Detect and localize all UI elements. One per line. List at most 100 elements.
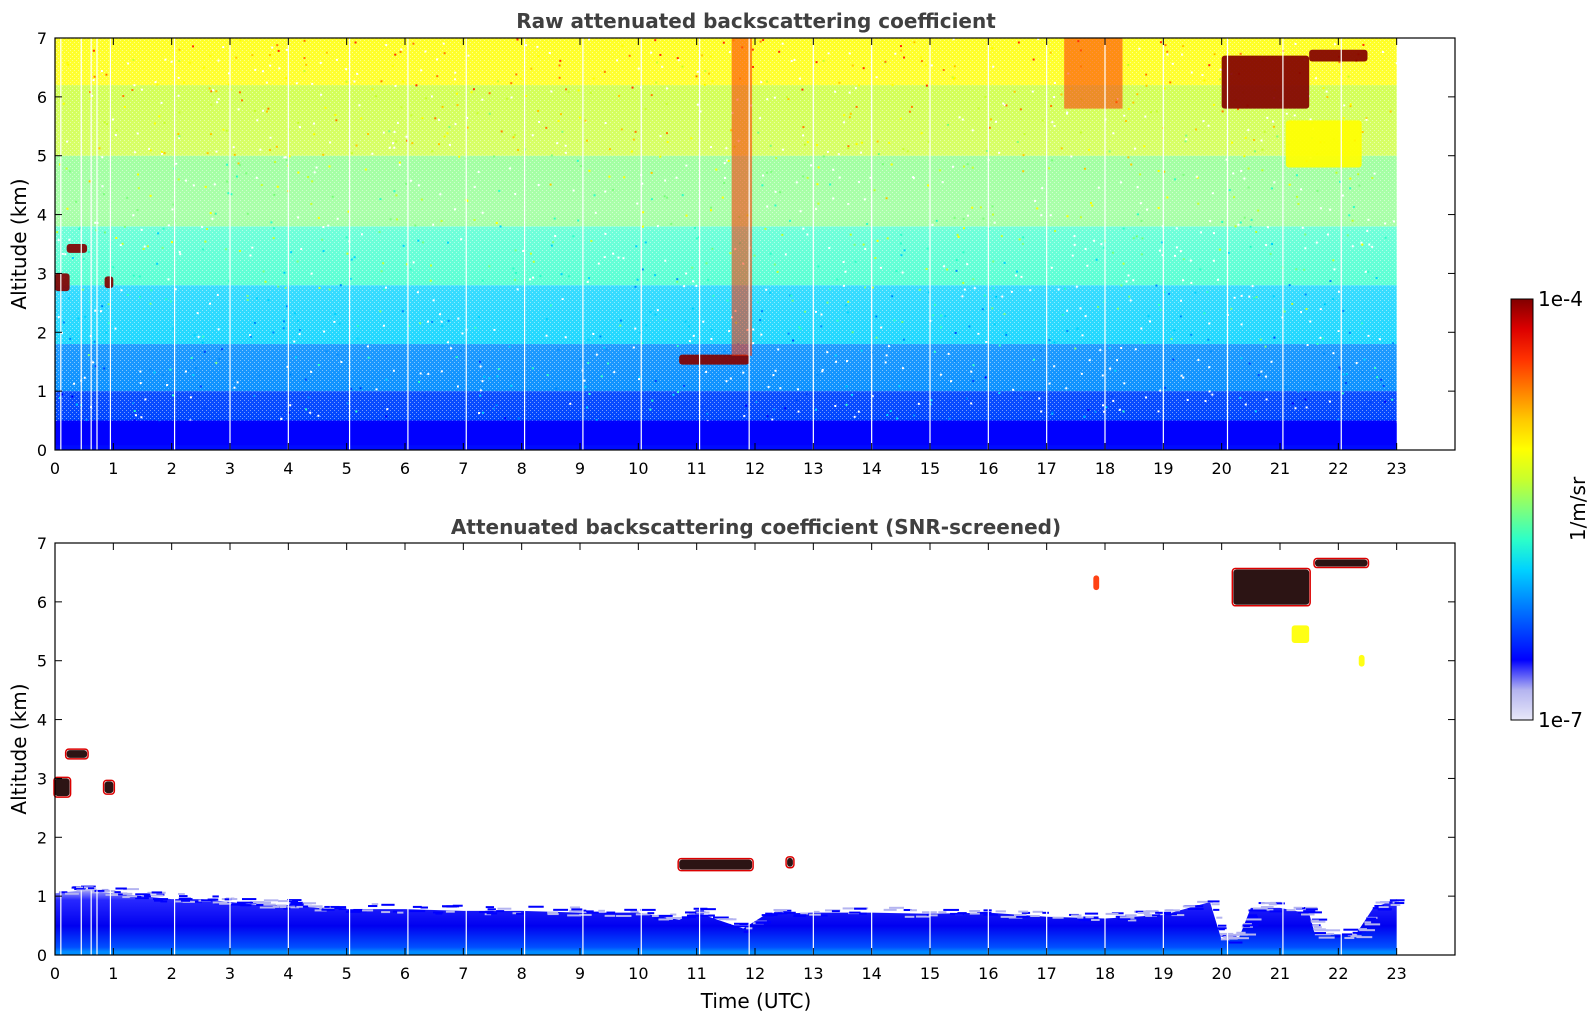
speckle [822, 59, 825, 62]
speckle [1048, 167, 1051, 170]
speckle [1305, 406, 1308, 409]
speckle [1000, 235, 1003, 238]
speckle [1129, 299, 1132, 302]
speckle [572, 189, 575, 192]
speckle [765, 288, 768, 291]
fleck [487, 908, 496, 911]
speckle [650, 198, 653, 201]
fleck [889, 906, 904, 909]
speckle [405, 263, 408, 266]
speckle [656, 309, 659, 312]
speckle [1369, 401, 1372, 404]
speckle [993, 221, 996, 224]
speckle [1182, 376, 1185, 379]
speckle [102, 193, 105, 196]
x-tick-label: 2 [167, 964, 177, 983]
fleck [74, 888, 86, 891]
speckle [1228, 189, 1231, 192]
speckle [956, 233, 959, 236]
speckle [955, 269, 958, 272]
speckle [514, 134, 517, 137]
speckle [275, 145, 278, 148]
speckle [588, 392, 591, 395]
speckle [115, 129, 118, 132]
speckle [289, 404, 292, 407]
speckle [349, 277, 352, 280]
speckle [822, 155, 825, 158]
speckle [298, 126, 301, 129]
speckle [488, 112, 491, 115]
speckle [133, 419, 136, 422]
speckle [283, 320, 286, 323]
speckle [838, 81, 841, 84]
speckle [766, 80, 769, 83]
speckle [564, 151, 567, 154]
speckle [940, 326, 943, 329]
speckle [1097, 305, 1100, 308]
speckle [1118, 408, 1121, 411]
speckle [1368, 243, 1371, 246]
speckle [296, 319, 299, 322]
speckle [297, 216, 300, 219]
speckle [1208, 322, 1211, 325]
y-tick-label: 3 [37, 264, 47, 283]
speckle [1145, 84, 1148, 87]
x-tick-label: 6 [400, 964, 410, 983]
speckle [61, 252, 64, 255]
speckle [459, 349, 462, 352]
fleck [713, 916, 729, 919]
speckle [359, 387, 362, 390]
speckle [156, 83, 159, 86]
snr-y-axis-label: Altitude (km) [7, 683, 31, 814]
speckle [516, 288, 519, 291]
speckle [723, 350, 726, 353]
speckle [632, 138, 635, 141]
speckle [641, 342, 644, 345]
speckle [1050, 159, 1053, 162]
speckle [65, 167, 68, 170]
speckle [711, 80, 714, 83]
speckle [1326, 96, 1329, 99]
speckle [420, 69, 423, 72]
speckle [641, 225, 644, 228]
speckle [283, 156, 286, 159]
speckle [356, 337, 359, 340]
fleck [308, 905, 323, 908]
speckle [902, 338, 905, 341]
speckle [1251, 285, 1254, 288]
speckle [216, 293, 219, 296]
speckle [200, 418, 203, 421]
colorbar: 1e-4 1e-7 1/m/sr [1510, 287, 1590, 732]
speckle [483, 405, 486, 408]
speckle [1207, 338, 1210, 341]
y-tick-label: 0 [37, 946, 47, 965]
speckle [356, 72, 359, 75]
speckle [676, 280, 679, 283]
fleck [708, 914, 715, 917]
speckle [309, 411, 312, 414]
speckle [514, 272, 517, 275]
cloud-feature [1093, 575, 1100, 591]
virga-feature [1358, 654, 1365, 667]
speckle [313, 171, 316, 174]
speckle [174, 288, 177, 291]
speckle [148, 147, 151, 150]
speckle [1265, 375, 1268, 378]
speckle [848, 116, 851, 119]
speckle [160, 150, 163, 153]
speckle [1262, 389, 1265, 392]
speckle [1309, 118, 1312, 121]
speckle [665, 102, 668, 105]
speckle [285, 48, 288, 51]
snr-screened-panel: Attenuated backscattering coefficient (S… [7, 515, 1456, 1013]
speckle [1053, 341, 1056, 344]
speckle [1050, 266, 1053, 269]
speckle [431, 150, 434, 153]
speckle [255, 176, 258, 179]
speckle [1135, 235, 1138, 238]
speckle [623, 176, 626, 179]
speckle [158, 115, 161, 118]
colorbar-min-label: 1e-7 [1538, 708, 1583, 732]
speckle [893, 319, 896, 322]
fleck [1325, 929, 1341, 932]
